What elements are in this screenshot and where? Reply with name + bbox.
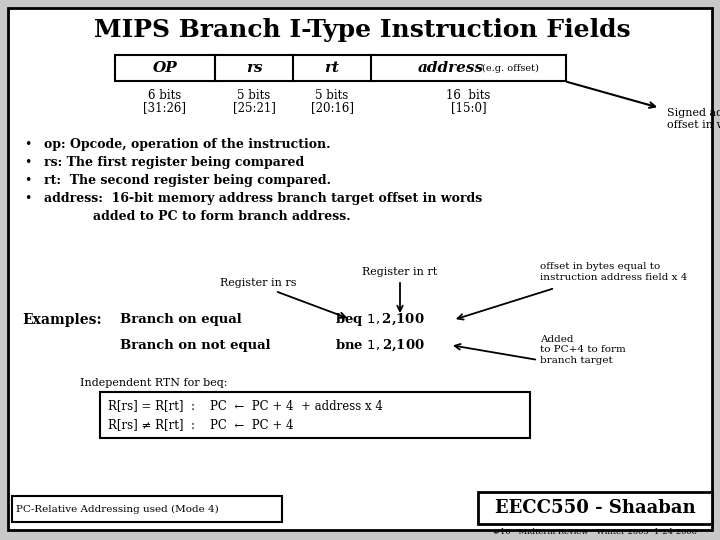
Text: •: • <box>24 156 32 169</box>
Text: R[rs] ≠ R[rt]  :    PC  ←  PC + 4: R[rs] ≠ R[rt] : PC ← PC + 4 <box>108 418 294 431</box>
Text: Added
to PC+4 to form
branch target: Added to PC+4 to form branch target <box>540 335 626 365</box>
Text: bne $1,$2,100: bne $1,$2,100 <box>335 338 425 353</box>
Text: op: Opcode, operation of the instruction.: op: Opcode, operation of the instruction… <box>44 138 330 151</box>
Text: 16  bits: 16 bits <box>446 89 491 102</box>
Text: R[rs] = R[rt]  :    PC  ←  PC + 4  + address x 4: R[rs] = R[rt] : PC ← PC + 4 + address x … <box>108 399 383 412</box>
Text: •: • <box>24 192 32 205</box>
Text: [15:0]: [15:0] <box>451 101 486 114</box>
Text: 5 bits: 5 bits <box>315 89 348 102</box>
Bar <box>115 55 566 81</box>
Text: •: • <box>24 138 32 151</box>
Bar <box>100 392 530 438</box>
Text: address: address <box>418 61 484 75</box>
Text: (e.g. offset): (e.g. offset) <box>482 63 539 72</box>
Text: rs: The first register being compared: rs: The first register being compared <box>44 156 305 169</box>
Text: [31:26]: [31:26] <box>143 101 186 114</box>
Text: 5 bits: 5 bits <box>238 89 271 102</box>
Text: rt: rt <box>325 61 340 75</box>
Text: EECC550 - Shaaban: EECC550 - Shaaban <box>495 499 696 517</box>
Text: [20:16]: [20:16] <box>310 101 354 114</box>
Text: Branch on equal: Branch on equal <box>120 314 242 327</box>
Text: [25:21]: [25:21] <box>233 101 276 114</box>
Text: Register in rt: Register in rt <box>362 267 438 277</box>
Text: beq $1,$2,100: beq $1,$2,100 <box>335 312 425 328</box>
Text: rt:  The second register being compared.: rt: The second register being compared. <box>44 174 331 187</box>
Text: #10   Midterm Review   Winter 2005  1-24-2006: #10 Midterm Review Winter 2005 1-24-2006 <box>493 528 697 536</box>
Text: PC-Relative Addressing used (Mode 4): PC-Relative Addressing used (Mode 4) <box>16 504 219 514</box>
Text: added to PC to form branch address.: added to PC to form branch address. <box>58 210 351 223</box>
Text: 6 bits: 6 bits <box>148 89 181 102</box>
Text: Branch on not equal: Branch on not equal <box>120 339 271 352</box>
Bar <box>12 496 282 522</box>
Text: Independent RTN for beq:: Independent RTN for beq: <box>80 378 228 388</box>
Bar <box>478 492 712 524</box>
Text: •: • <box>24 174 32 187</box>
Text: offset in bytes equal to
instruction address field x 4: offset in bytes equal to instruction add… <box>540 262 688 282</box>
Text: rs: rs <box>246 61 262 75</box>
Text: OP: OP <box>153 61 177 75</box>
Text: address:  16-bit memory address branch target offset in words: address: 16-bit memory address branch ta… <box>44 192 482 205</box>
Text: Register in rs: Register in rs <box>220 278 296 288</box>
Text: Signed address
offset in words: Signed address offset in words <box>667 108 720 130</box>
Text: MIPS Branch I-Type Instruction Fields: MIPS Branch I-Type Instruction Fields <box>94 18 630 42</box>
Text: Examples:: Examples: <box>22 313 102 327</box>
